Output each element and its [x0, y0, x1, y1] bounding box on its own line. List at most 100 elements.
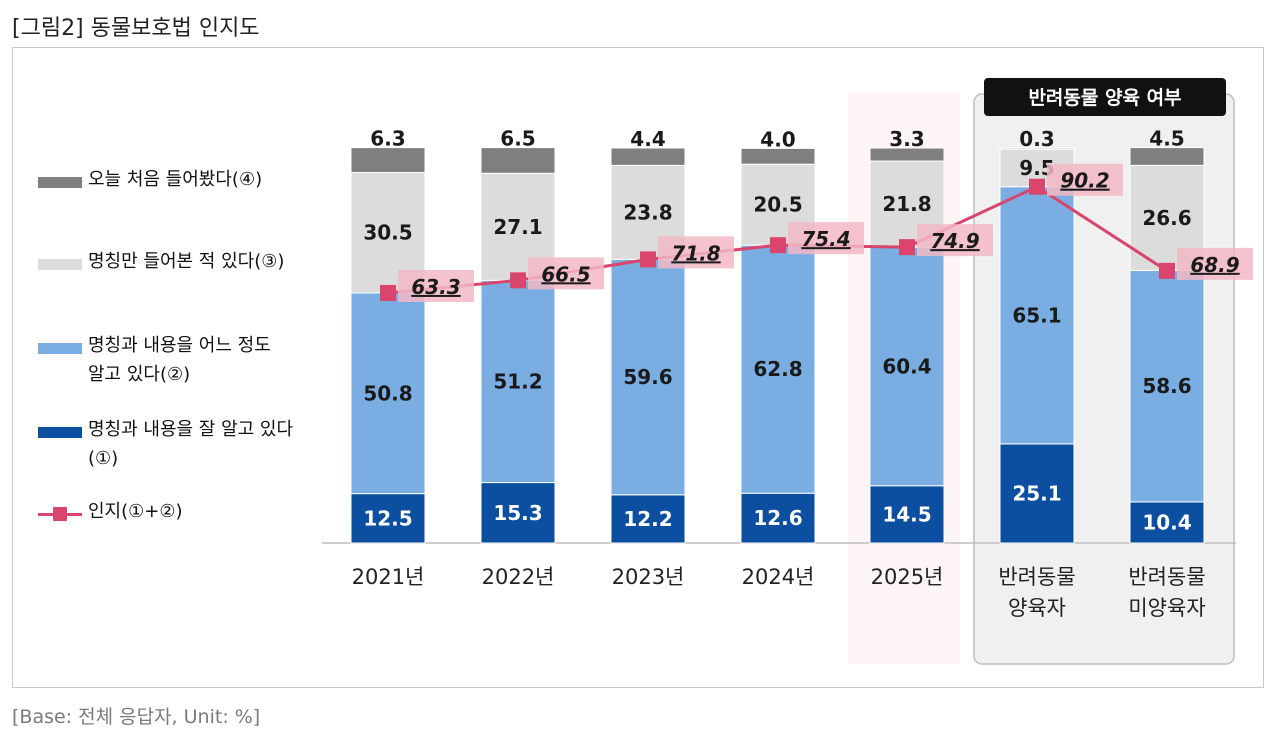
legend-item-name-only: 명칭만 들어본 적 있다(③) — [38, 251, 288, 276]
bar-segment-4-4 — [740, 147, 816, 165]
x-tick-label-7-1: 반려동물 — [1128, 565, 1205, 589]
bar-segment-2-4 — [740, 244, 816, 494]
bar-value-label-1-5: 14.5 — [882, 502, 931, 526]
awareness-label-bg-6 — [1047, 163, 1123, 196]
awareness-marker-1 — [380, 284, 396, 301]
x-tick-label-3-1: 2023년 — [612, 565, 685, 589]
bar-segment-1-4 — [740, 492, 816, 544]
bar-value-label-3-7: 26.6 — [1142, 206, 1191, 230]
bar-value-label-2-4: 62.8 — [753, 357, 802, 381]
bar-value-label-3-5: 21.8 — [882, 192, 931, 216]
legend-item-unaware: 오늘 처음 들어봤다(④) — [38, 169, 318, 194]
awareness-marker-3 — [640, 251, 656, 268]
bar-segment-2-6 — [999, 186, 1075, 445]
bar-value-label-2-6: 65.1 — [1012, 303, 1061, 327]
legend-swatch-somewhat-know — [38, 343, 82, 354]
base-note: [Base: 전체 응답자, Unit: %] — [12, 706, 261, 728]
bar-value-label-4-7: 4.5 — [1149, 127, 1184, 151]
awareness-value-label-5: 74.9 — [930, 229, 979, 253]
bar-value-label-4-3: 4.4 — [630, 127, 665, 151]
bar-segment-1-2 — [480, 482, 556, 544]
legend-swatch-unaware — [38, 177, 82, 188]
awareness-label-bg-4 — [788, 222, 864, 255]
bar-segment-1-3 — [610, 494, 686, 544]
bar-value-label-2-3: 59.6 — [623, 365, 672, 389]
bars-layer: 12.5 50.8 30.5 6.3 15.3 51.2 27.1 6.5 12.2 59.6 23… — [350, 127, 1205, 544]
bar-value-label-2-2: 51.2 — [493, 369, 542, 393]
chart-frame — [12, 47, 1264, 688]
bar-value-label-1-3: 12.2 — [623, 507, 672, 531]
awareness-line-layer: 63.3 66.5 71.8 75.4 74.9 90.2 68.9 — [380, 163, 1253, 302]
bar-segment-4-5 — [869, 147, 945, 162]
bar-value-label-3-1: 30.5 — [363, 221, 412, 245]
legend-label-unaware: 오늘 처음 들어봤다(④) — [88, 169, 263, 190]
awareness-value-label-2: 66.5 — [541, 262, 590, 286]
bar-value-label-4-4: 4.0 — [760, 127, 795, 151]
legend-line-marker-icon — [38, 502, 82, 526]
awareness-value-label-6: 90.2 — [1060, 169, 1109, 193]
bar-value-label-1-4: 12.6 — [753, 506, 802, 530]
awareness-value-label-4: 75.4 — [801, 227, 850, 251]
bar-segment-4-7 — [1129, 147, 1205, 166]
bar-segment-2-2 — [480, 279, 556, 484]
bar-value-label-4-5: 3.3 — [889, 127, 924, 151]
legend-label-awareness: 인지(①+②) — [88, 501, 183, 522]
legend-label-name-only: 명칭만 들어본 적 있다(③) — [88, 251, 285, 272]
legend-swatch-name-only — [38, 259, 82, 270]
bar-segment-1-7 — [1129, 501, 1205, 544]
bar-value-label-2-1: 50.8 — [363, 381, 412, 405]
legend-item-somewhat-know: 명칭과 내용을 어느 정도 알고 있다(②) — [38, 335, 288, 389]
bar-value-label-1-1: 12.5 — [363, 506, 412, 530]
bar-segment-2-1 — [350, 292, 426, 495]
awareness-label-bg-3 — [658, 236, 734, 269]
bar-segment-4-1 — [350, 147, 426, 173]
bar-value-label-1-7: 10.4 — [1142, 510, 1191, 534]
x-tick-label-5-1: 2025년 — [871, 565, 944, 589]
x-tick-label-6-1: 반려동물 — [998, 565, 1075, 589]
figure-title: [그림2] 동물보호법 인지도 — [12, 16, 260, 41]
bar-segment-4-3 — [610, 147, 686, 166]
bar-value-label-4-2: 6.5 — [500, 127, 535, 151]
bar-segment-4-6 — [999, 147, 1075, 150]
awareness-marker-6 — [1029, 178, 1045, 195]
awareness-value-label-1: 63.3 — [411, 275, 460, 299]
bar-value-label-1-2: 15.3 — [493, 501, 542, 525]
bar-value-label-2-7: 58.6 — [1142, 374, 1191, 398]
awareness-marker-5 — [899, 239, 915, 256]
awareness-label-bg-7 — [1177, 247, 1253, 280]
bar-value-label-1-6: 25.1 — [1012, 481, 1061, 505]
x-tick-label-7-2: 미양육자 — [1128, 596, 1205, 620]
bar-value-label-4-1: 6.3 — [370, 127, 405, 151]
awareness-marker-7 — [1159, 262, 1175, 279]
legend-swatch-know-well — [38, 427, 82, 438]
x-tick-label-1-1: 2021년 — [352, 565, 425, 589]
legend-item-awareness: 인지(①+②) — [38, 501, 318, 526]
x-tick-label-4-1: 2024년 — [742, 565, 815, 589]
awareness-value-label-3: 71.8 — [671, 241, 720, 265]
legend-label-somewhat-know: 명칭과 내용을 어느 정도 알고 있다(②) — [88, 335, 271, 385]
bar-segment-2-3 — [610, 258, 686, 496]
bar-segment-1-5 — [869, 485, 945, 544]
bar-value-label-2-5: 60.4 — [882, 354, 931, 378]
awareness-value-label-7: 68.9 — [1190, 253, 1239, 277]
bar-value-label-3-4: 20.5 — [753, 193, 802, 217]
awareness-label-bg-2 — [528, 257, 604, 290]
legend-item-know-well: 명칭과 내용을 잘 알고 있다(①) — [38, 419, 298, 473]
bar-segment-1-6 — [999, 443, 1075, 544]
bar-value-label-3-2: 27.1 — [493, 215, 542, 239]
group-header-label: 반려동물 양육 여부 — [1028, 87, 1181, 109]
bar-segment-4-2 — [480, 147, 556, 174]
bar-segment-2-5 — [869, 246, 945, 487]
bar-value-label-3-3: 23.8 — [623, 200, 672, 224]
legend-label-know-well: 명칭과 내용을 잘 알고 있다(①) — [88, 419, 294, 469]
awareness-marker-4 — [770, 237, 786, 254]
awareness-label-bg-5 — [917, 224, 993, 257]
bar-segment-2-7 — [1129, 269, 1205, 503]
awareness-label-bg-1 — [398, 269, 474, 302]
bar-segment-1-1 — [350, 493, 426, 544]
x-tick-label-2-1: 2022년 — [482, 565, 555, 589]
x-tick-label-6-2: 양육자 — [1008, 596, 1066, 620]
group-header-box — [984, 78, 1226, 116]
